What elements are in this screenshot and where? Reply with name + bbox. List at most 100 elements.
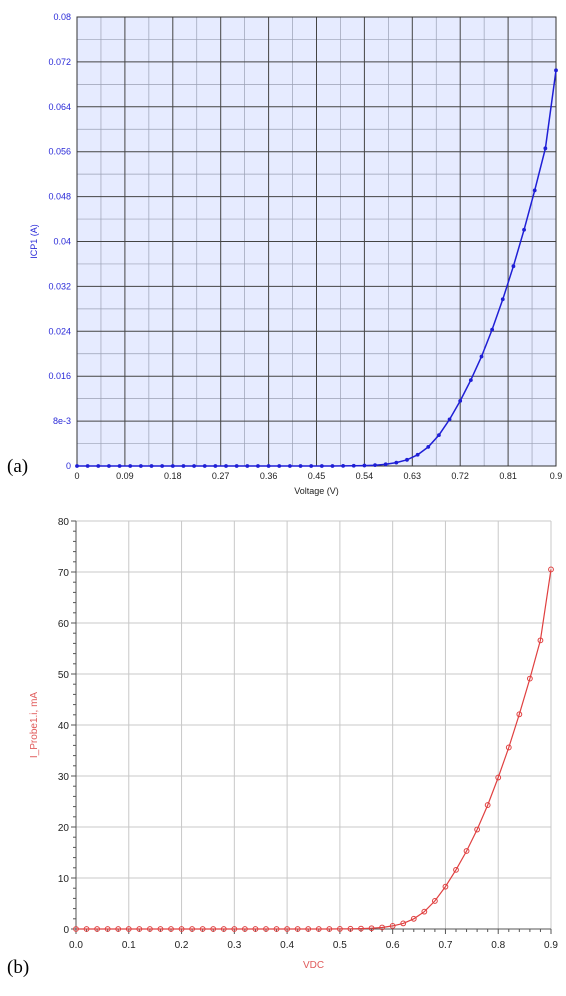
- data-point: [170, 464, 175, 468]
- data-point: [136, 926, 143, 932]
- data-point: [463, 848, 470, 854]
- x-tick-label: 0.3: [227, 940, 241, 951]
- y-axis-label-a: ICP1 (A): [29, 224, 39, 259]
- y-tick-label: 60: [58, 619, 70, 630]
- data-point: [458, 398, 463, 403]
- major-grid-a: [77, 17, 556, 466]
- data-point: [94, 926, 101, 932]
- data-point: [189, 926, 196, 932]
- data-point: [231, 926, 238, 932]
- x-tick-label: 0.4: [280, 940, 294, 951]
- data-point: [389, 923, 396, 929]
- y-tick-label: 40: [58, 721, 70, 732]
- data-point: [115, 926, 122, 932]
- data-point: [73, 926, 79, 932]
- data-point: [554, 68, 558, 73]
- y-tick-label: 0.048: [48, 192, 71, 202]
- y-tick-label: 0.032: [48, 281, 71, 291]
- y-tick-label: 50: [58, 670, 70, 681]
- data-point: [495, 774, 502, 781]
- data-point: [252, 926, 259, 932]
- data-point: [245, 464, 250, 468]
- x-tick-label: 0.7: [438, 940, 452, 951]
- x-axis-label-b: VDC: [303, 960, 324, 971]
- chart-b: 0.0 0.1 0.2 0.3 0.4 0.5 0.6 0.7 0.8 0.9 0 10 20 30 40…: [29, 517, 558, 971]
- data-point: [234, 464, 239, 468]
- data-point: [426, 445, 431, 449]
- x-tick-label: 0.54: [356, 471, 374, 481]
- data-point: [358, 925, 364, 932]
- x-tick-label: 0.2: [175, 940, 189, 951]
- data-point: [309, 464, 314, 468]
- data-point: [511, 264, 516, 269]
- data-point: [263, 926, 269, 932]
- y-tick-labels-a: 0 8e-3 0.016 0.024 0.032 0.04 0.048 0.056 0.064 0…: [48, 12, 71, 471]
- x-tick-label: 0.0: [69, 940, 83, 951]
- data-point: [453, 866, 459, 873]
- series-line: [76, 569, 552, 930]
- data-point: [351, 463, 356, 468]
- data-point: [543, 146, 548, 151]
- data-point: [96, 464, 101, 468]
- data-point: [305, 926, 312, 932]
- y-tick-label: 30: [58, 772, 70, 783]
- data-point: [256, 464, 260, 468]
- data-point: [474, 826, 481, 833]
- x-tick-labels-b: 0.0 0.1 0.2 0.3 0.4 0.5 0.6 0.7 0.8 0.9: [69, 940, 558, 951]
- data-point: [373, 463, 377, 468]
- data-point: [104, 926, 111, 932]
- data-point: [125, 926, 132, 932]
- data-point: [505, 744, 512, 751]
- data-point: [516, 711, 523, 718]
- data-point: [336, 925, 343, 932]
- data-point: [442, 883, 449, 890]
- data-point: [315, 926, 322, 932]
- x-tick-label: 0.63: [404, 471, 422, 481]
- data-point: [128, 464, 133, 468]
- data-point: [330, 464, 335, 468]
- data-point: [241, 926, 248, 932]
- series-b: [73, 566, 554, 932]
- series-a: [75, 68, 558, 468]
- data-point: [146, 926, 153, 932]
- data-point: [181, 464, 186, 468]
- data-point: [224, 464, 228, 468]
- data-point: [220, 926, 227, 932]
- data-point: [548, 566, 554, 573]
- data-point: [431, 898, 438, 904]
- y-tick-label: 0.024: [48, 326, 71, 336]
- data-point: [85, 464, 90, 468]
- x-tick-label: 0.27: [212, 471, 230, 481]
- data-point: [210, 926, 217, 932]
- y-tick-label: 0: [63, 925, 69, 936]
- x-tick-label: 0: [74, 471, 79, 481]
- data-point: [447, 417, 452, 422]
- data-point: [526, 675, 533, 682]
- y-tick-label: 70: [58, 568, 70, 579]
- y-axis-label-b: I_Probe1.i, mA: [29, 692, 40, 758]
- data-point: [379, 924, 386, 931]
- data-point: [484, 802, 491, 808]
- data-point: [157, 926, 164, 932]
- panel-tag-b: (b): [7, 957, 30, 978]
- data-point: [284, 926, 291, 932]
- y-tick-label: 0.056: [48, 147, 71, 157]
- data-point: [326, 926, 333, 932]
- data-point: [192, 464, 196, 468]
- data-point: [522, 227, 526, 232]
- data-point: [383, 462, 388, 467]
- chart-a: 0 0.09 0.18 0.27 0.36 0.45 0.54 0.63 0.72 0.81 0.9…: [29, 12, 562, 496]
- x-axis-label-a: Voltage (V): [294, 486, 339, 496]
- data-point: [394, 460, 399, 465]
- grid-b: [76, 520, 552, 929]
- data-point: [490, 327, 495, 332]
- x-tick-label: 0.18: [164, 471, 182, 481]
- x-tick-label: 0.36: [260, 471, 278, 481]
- data-point: [168, 926, 174, 932]
- x-tick-label: 0.72: [451, 471, 469, 481]
- data-point: [468, 378, 473, 383]
- data-point: [273, 926, 280, 932]
- data-point: [415, 452, 420, 457]
- x-tick-label: 0.09: [116, 471, 134, 481]
- data-point: [319, 464, 324, 468]
